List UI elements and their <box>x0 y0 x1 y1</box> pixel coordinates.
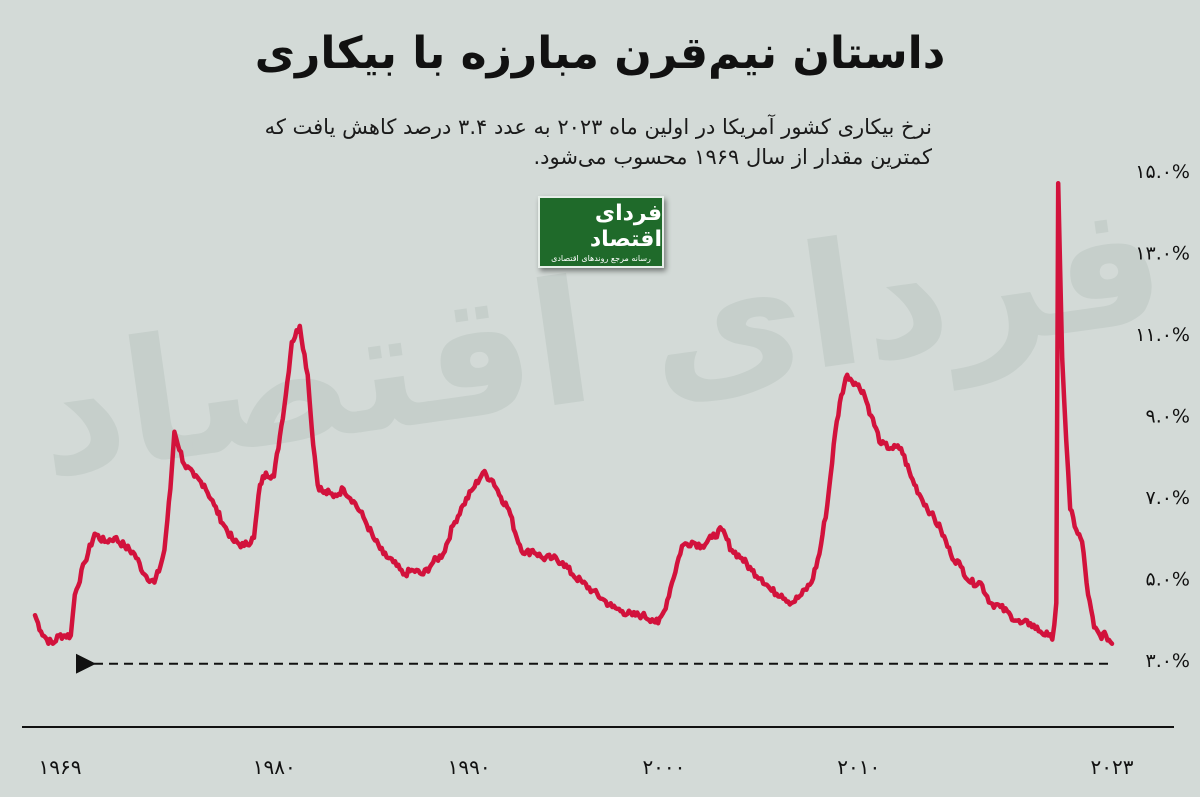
y-tick-label: ۵.۰% <box>1145 569 1190 591</box>
y-tick-label: ۱۳.۰% <box>1135 243 1190 265</box>
brand-logo: فردای اقتصاد رسانه مرجع روندهای اقتصادی <box>538 196 664 268</box>
logo-tagline: رسانه مرجع روندهای اقتصادی <box>551 253 651 263</box>
x-tick-label: ۲۰۰۰ <box>642 755 685 779</box>
x-tick-label: ۱۹۹۰ <box>448 755 491 779</box>
y-tick-label: ۹.۰% <box>1145 406 1190 428</box>
y-tick-label: ۳.۰% <box>1145 650 1190 672</box>
x-tick-label: ۲۰۱۰ <box>837 755 880 779</box>
y-tick-label: ۱۱.۰% <box>1135 324 1190 346</box>
unemployment-rate-series-line <box>32 180 1115 646</box>
x-tick-label: ۱۹۸۰ <box>253 755 296 779</box>
logo-brand-text: فردای اقتصاد <box>589 200 662 252</box>
y-tick-label: ۷.۰% <box>1145 487 1190 509</box>
y-axis-ticks: ۳.۰% ۵.۰% ۷.۰% ۹.۰% ۱۱.۰% ۱۳.۰% ۱۵.۰% <box>1135 161 1190 672</box>
x-axis-ticks: ۱۹۶۹ ۱۹۸۰ ۱۹۹۰ ۲۰۰۰ ۲۰۱۰ ۲۰۲۳ <box>39 755 1134 779</box>
page-title: داستان نیم‌قرن مبارزه با بیکاری <box>254 28 946 79</box>
x-tick-label: ۲۰۲۳ <box>1091 755 1134 779</box>
chart-subtitle: نرخ بیکاری کشور آمریکا در اولین ماه ۲۰۲۳… <box>264 115 932 169</box>
x-tick-label: ۱۹۶۹ <box>39 755 82 779</box>
y-tick-label: ۱۵.۰% <box>1135 161 1190 183</box>
